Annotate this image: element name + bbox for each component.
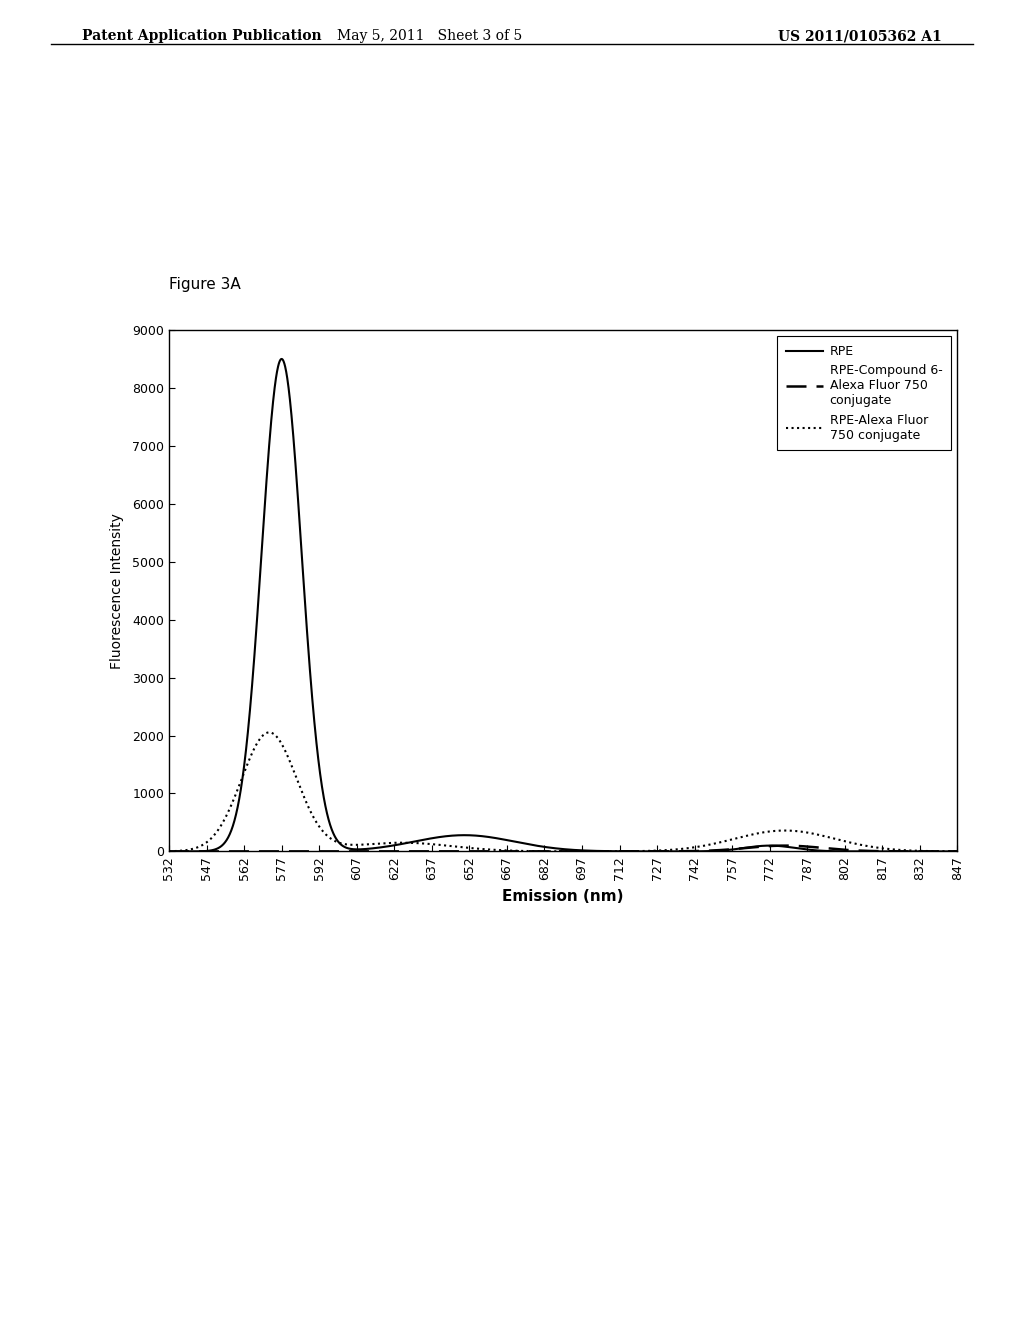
RPE-Compound 6-
Alexa Fluor 750
conjugate	[163, 843, 175, 859]
RPE-Compound 6-
Alexa Fluor 750
conjugate	[951, 843, 964, 859]
Line: RPE: RPE	[169, 359, 957, 851]
RPE	[466, 828, 478, 843]
RPE-Alexa Fluor
750 conjugate	[951, 843, 964, 859]
RPE-Alexa Fluor
750 conjugate	[300, 793, 312, 809]
RPE-Alexa Fluor
750 conjugate	[466, 841, 478, 857]
Line: RPE-Compound 6-
Alexa Fluor 750
conjugate: RPE-Compound 6- Alexa Fluor 750 conjugat…	[169, 846, 957, 851]
RPE	[951, 843, 964, 859]
Line: RPE-Alexa Fluor
750 conjugate: RPE-Alexa Fluor 750 conjugate	[169, 733, 957, 851]
RPE-Alexa Fluor
750 conjugate	[253, 733, 265, 748]
X-axis label: Emission (nm): Emission (nm)	[503, 888, 624, 904]
Text: US 2011/0105362 A1: US 2011/0105362 A1	[778, 29, 942, 44]
RPE-Compound 6-
Alexa Fluor 750
conjugate	[851, 842, 863, 858]
RPE	[163, 843, 175, 859]
Y-axis label: Fluorescence Intensity: Fluorescence Intensity	[110, 512, 124, 669]
RPE-Alexa Fluor
750 conjugate	[851, 837, 863, 853]
RPE	[500, 832, 512, 847]
RPE-Compound 6-
Alexa Fluor 750
conjugate	[500, 843, 512, 859]
Legend: RPE, RPE-Compound 6-
Alexa Fluor 750
conjugate, RPE-Alexa Fluor
750 conjugate: RPE, RPE-Compound 6- Alexa Fluor 750 con…	[777, 337, 951, 450]
Text: Figure 3A: Figure 3A	[169, 277, 241, 292]
RPE	[851, 843, 863, 859]
RPE-Compound 6-
Alexa Fluor 750
conjugate	[778, 838, 791, 854]
RPE	[253, 585, 265, 601]
RPE-Alexa Fluor
750 conjugate	[581, 843, 593, 859]
RPE-Alexa Fluor
750 conjugate	[936, 843, 948, 859]
Text: May 5, 2011   Sheet 3 of 5: May 5, 2011 Sheet 3 of 5	[338, 29, 522, 44]
RPE-Alexa Fluor
750 conjugate	[500, 842, 512, 858]
RPE-Compound 6-
Alexa Fluor 750
conjugate	[465, 843, 477, 859]
RPE	[300, 609, 312, 624]
RPE	[275, 351, 288, 367]
RPE-Alexa Fluor
750 conjugate	[263, 725, 275, 741]
RPE-Compound 6-
Alexa Fluor 750
conjugate	[936, 843, 948, 859]
RPE-Alexa Fluor
750 conjugate	[163, 843, 175, 859]
Text: Patent Application Publication: Patent Application Publication	[82, 29, 322, 44]
RPE	[936, 843, 948, 859]
RPE-Compound 6-
Alexa Fluor 750
conjugate	[300, 843, 312, 859]
RPE-Compound 6-
Alexa Fluor 750
conjugate	[253, 843, 265, 859]
